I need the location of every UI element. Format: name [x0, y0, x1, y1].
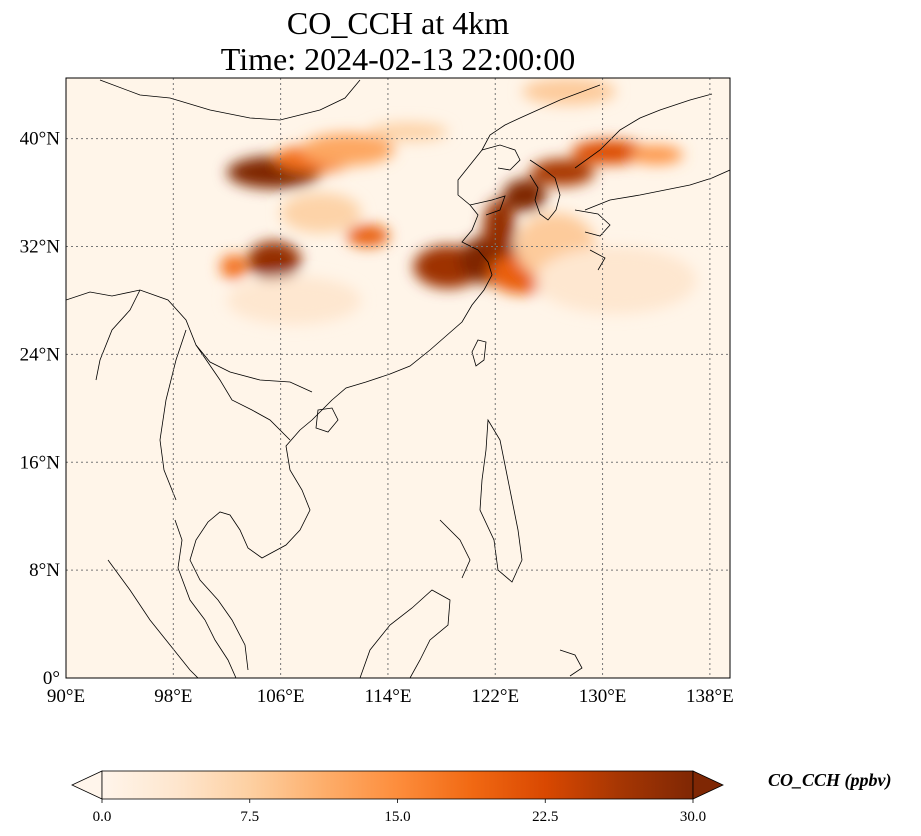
latitude-ticks: 0° 8°N 16°N 24°N 32°N 40°N — [20, 129, 61, 689]
colorbar-tick-label: 15.0 — [384, 809, 410, 825]
co-plume-10 — [503, 179, 547, 212]
colorbar-tick-label: 7.5 — [240, 809, 259, 825]
coastlines-borders — [66, 79, 730, 678]
map-time-subtitle: Time: 2024-02-13 22:00:00 — [220, 41, 576, 77]
map-background — [66, 78, 730, 678]
longitude-ticks: 90°E 98°E 106°E 114°E 122°E 130°E 138°E — [47, 686, 734, 707]
lat-tick-label: 16°N — [20, 452, 61, 473]
lat-tick-label: 0° — [43, 668, 60, 689]
co-concentration-field — [220, 78, 697, 325]
lat-tick-label: 40°N — [20, 129, 61, 150]
co-plume-3 — [247, 241, 301, 279]
colorbar-gradient — [101, 770, 694, 800]
colorbar-label: CO_CCH (ppbv) — [768, 770, 892, 790]
lat-tick-label: 32°N — [20, 237, 61, 258]
lon-tick-label: 130°E — [579, 686, 627, 707]
map-frame — [65, 77, 731, 679]
colorbar-over-extend — [692, 770, 724, 800]
lon-tick-label: 138°E — [686, 686, 734, 707]
colorbar-under-extend — [71, 770, 103, 800]
lon-tick-label: 90°E — [47, 686, 85, 707]
lat-tick-label: 8°N — [29, 560, 60, 581]
co-plume-13 — [629, 145, 684, 165]
co-plume-4 — [220, 254, 248, 279]
lon-tick-label: 106°E — [257, 686, 305, 707]
lon-tick-label: 114°E — [364, 686, 411, 707]
co-plume-2 — [300, 133, 395, 166]
colorbar-tick-label: 0.0 — [93, 809, 112, 825]
colorbar: 0.0 7.5 15.0 22.5 30.0 — [71, 770, 724, 825]
co-plume-19 — [535, 246, 697, 314]
co-plume-5 — [346, 224, 390, 247]
co-plume-6 — [280, 192, 362, 234]
colorbar-tick-label: 22.5 — [532, 809, 558, 825]
co-plume-9 — [483, 199, 516, 254]
co-plume-11 — [530, 158, 595, 186]
co-plume-16 — [522, 78, 616, 105]
colorbar-tick-label: 30.0 — [680, 809, 706, 825]
colorbar-ticks: 0.0 7.5 15.0 22.5 30.0 — [93, 799, 706, 825]
co-plume-12 — [571, 140, 647, 165]
lon-tick-label: 98°E — [154, 686, 192, 707]
graticule — [66, 78, 730, 678]
lon-tick-label: 122°E — [471, 686, 519, 707]
co-plume-17 — [367, 122, 449, 142]
lat-tick-label: 24°N — [20, 344, 61, 365]
co-plume-18 — [226, 276, 362, 325]
map-title: CO_CCH at 4km — [286, 5, 510, 41]
